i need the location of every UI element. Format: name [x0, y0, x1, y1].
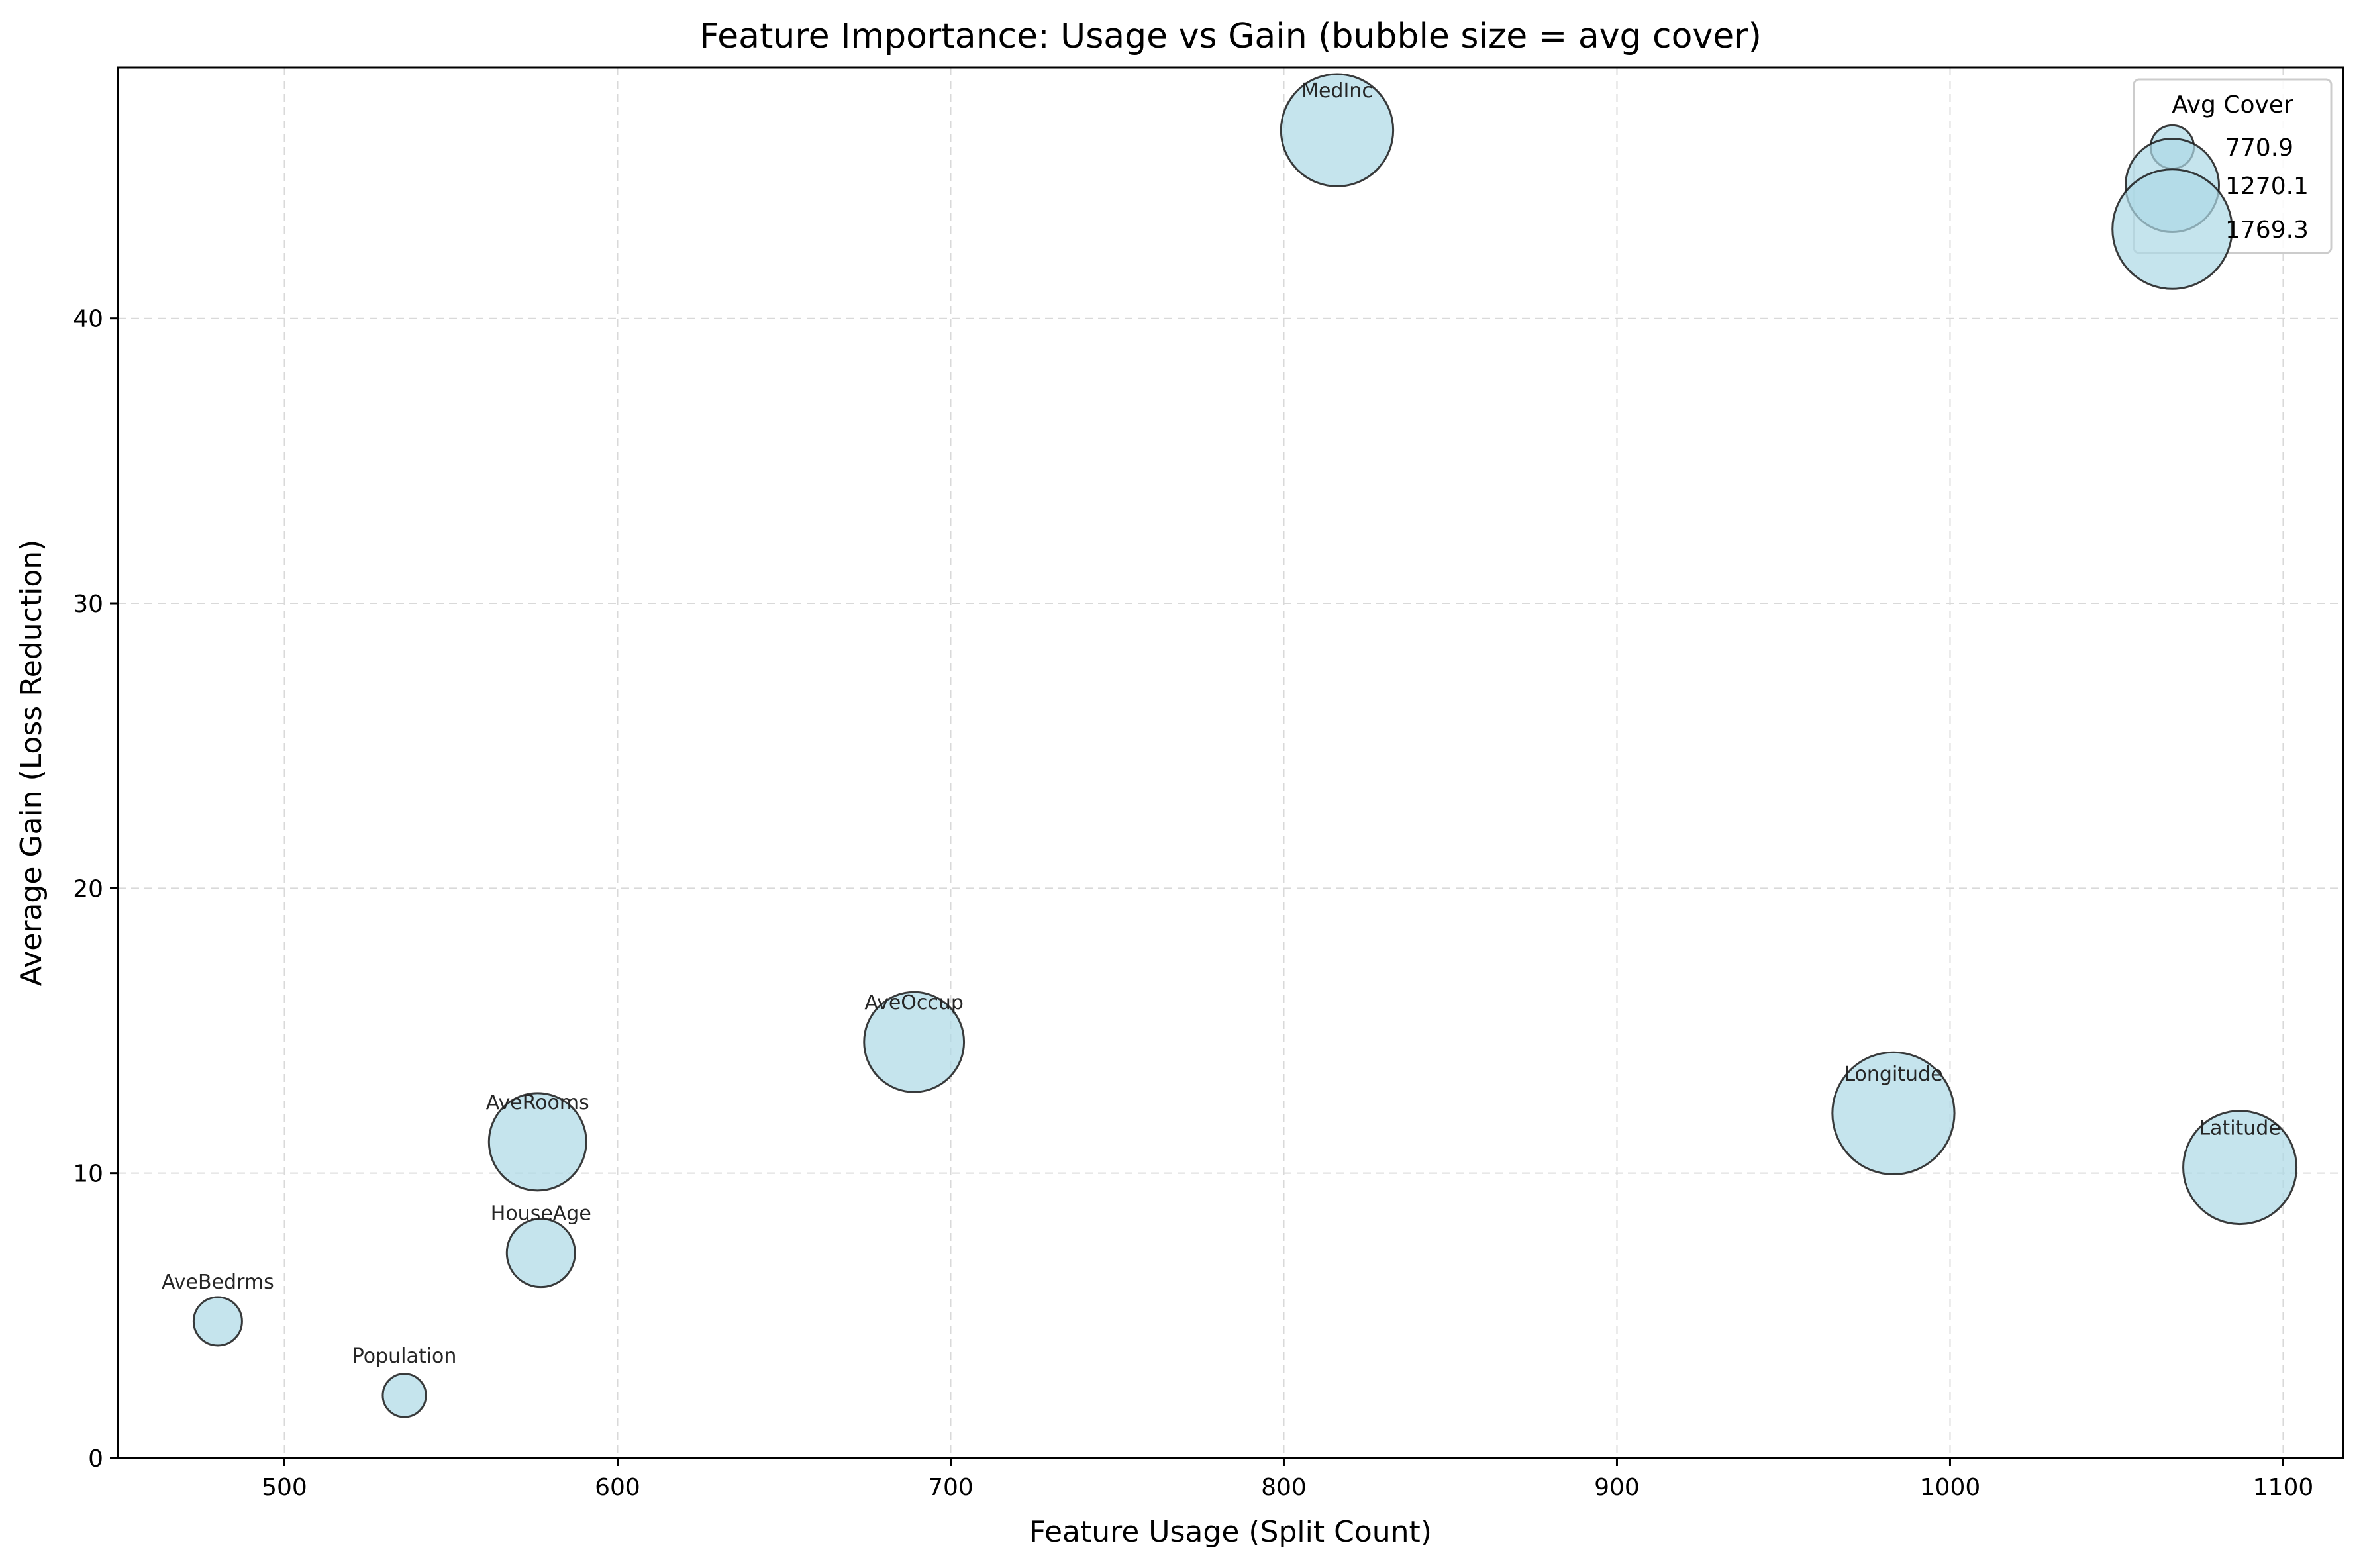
grid-layer	[118, 68, 2343, 1459]
legend-marker	[2111, 168, 2233, 290]
bubble-aveoccup	[863, 991, 966, 1093]
legend-items: 770.9 1270.1 1769.3	[2111, 124, 2309, 290]
legend: Avg Cover 770.9 1270.1 1769.3	[2111, 78, 2333, 290]
legend-title: Avg Cover	[2172, 91, 2293, 119]
bubble-medinc	[1280, 73, 1395, 187]
bubble-averooms	[487, 1092, 587, 1192]
point-label-houseage: HouseAge	[491, 1202, 591, 1226]
chart-title: Feature Importance: Usage vs Gain (bubbl…	[699, 17, 1762, 56]
bubble-houseage	[505, 1218, 576, 1289]
y-tick-label: 0	[88, 1446, 103, 1473]
x-tick-label: 500	[262, 1474, 307, 1501]
y-tick-label: 40	[73, 306, 103, 333]
legend-entry-label: 1270.1	[2225, 173, 2309, 200]
label-layer: MedInc AveOccup AveRooms HouseAge AveBedrms P…	[162, 79, 2281, 1368]
x-tick-label: 900	[1594, 1474, 1640, 1501]
legend-entry-label: 1769.3	[2225, 217, 2309, 244]
point-label-aveoccup: AveOccup	[864, 991, 964, 1014]
legend-entry-label: 770.9	[2225, 134, 2293, 162]
y-tick-label: 10	[73, 1161, 103, 1188]
y-tick-label: 30	[73, 591, 103, 618]
point-label-population: Population	[352, 1345, 457, 1368]
x-tick-label: 600	[595, 1474, 640, 1501]
bubble-longitude	[1831, 1051, 1956, 1175]
plot-frame	[117, 66, 2344, 1459]
point-label-medinc: MedInc	[1301, 79, 1373, 103]
point-label-averooms: AveRooms	[486, 1091, 589, 1114]
bubble-population	[381, 1373, 427, 1418]
x-tick-label: 800	[1261, 1474, 1307, 1501]
y-axis-label: Average Gain (Loss Reduction)	[15, 540, 48, 987]
y-tick-label: 20	[73, 875, 103, 903]
bubble-layer	[192, 73, 2298, 1418]
x-axis-label: Feature Usage (Split Count)	[1029, 1515, 1432, 1549]
point-label-latitude: Latitude	[2199, 1117, 2280, 1140]
bubble-latitude	[2182, 1110, 2298, 1226]
x-tick-label: 1100	[2253, 1474, 2314, 1501]
bubble-avebedrms	[192, 1296, 243, 1347]
tick-layer: 500 600 700 800 900 1000 1100 0 10 20 30 40	[73, 306, 2313, 1501]
point-label-avebedrms: AveBedrms	[162, 1271, 274, 1294]
point-label-longitude: Longitude	[1844, 1063, 1942, 1086]
x-tick-label: 700	[928, 1474, 974, 1501]
x-tick-label: 1000	[1920, 1474, 1981, 1501]
